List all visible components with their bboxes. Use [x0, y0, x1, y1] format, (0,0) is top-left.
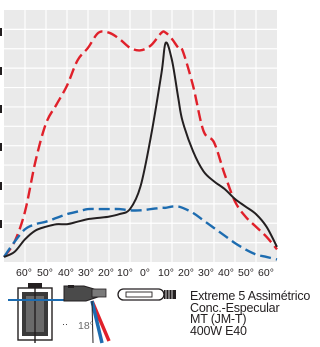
plot-area	[4, 10, 277, 262]
left-tick-stub	[0, 182, 2, 190]
plot-background	[4, 10, 277, 262]
beam-angle-label: 18°	[78, 320, 94, 332]
info-line-4: 400W E40	[190, 323, 247, 338]
x-tick-label: 40°	[58, 267, 74, 279]
series-line-1	[3, 30, 278, 258]
fixture-icons: ·· 18°	[8, 283, 176, 344]
x-tick-label: 10°	[117, 267, 133, 279]
x-tick-label: 30°	[78, 267, 94, 279]
x-tick-label: 50°	[37, 267, 53, 279]
beam-angle-icon: ·· 18°	[62, 300, 111, 344]
x-tick-labels: 60° 50° 40° 30° 20° 10° 0° 10° 20° 30° 40° 50° 60°	[16, 267, 274, 279]
x-tick-label: 30°	[198, 267, 214, 279]
x-tick-label: 60°	[258, 267, 274, 279]
plot-grid	[4, 10, 277, 262]
x-tick-label: 10°	[158, 267, 174, 279]
fixture-front-icon	[8, 283, 64, 343]
left-tick-stub	[0, 67, 2, 75]
lamp-icon	[117, 288, 176, 301]
x-tick-label: 60°	[16, 267, 32, 279]
x-tick-label: 0°	[140, 267, 150, 279]
x-tick-label: 40°	[218, 267, 234, 279]
luminaire-info: Extreme 5 Assimétrico Conc.-Especular MT…	[190, 289, 318, 338]
info-line-3: MT (JM-T)	[190, 312, 247, 327]
info-line-1: Extreme 5 Assimétrico	[190, 289, 311, 303]
info-line-2: Conc.-Especular	[190, 300, 280, 315]
left-tick-stub	[0, 220, 2, 228]
plot-series	[3, 30, 278, 261]
series-line-2	[3, 205, 278, 261]
x-tick-label: 20°	[178, 267, 194, 279]
x-tick-label: 50°	[238, 267, 254, 279]
left-tick-stub	[0, 143, 2, 151]
small-mark: ··	[62, 319, 68, 329]
fixture-side-icon	[63, 285, 107, 302]
series-line-3	[3, 41, 278, 258]
x-tick-label: 20°	[98, 267, 114, 279]
left-tick-stub	[0, 105, 2, 113]
left-tick-stub	[0, 28, 2, 36]
left-tick-stubs	[0, 28, 2, 228]
